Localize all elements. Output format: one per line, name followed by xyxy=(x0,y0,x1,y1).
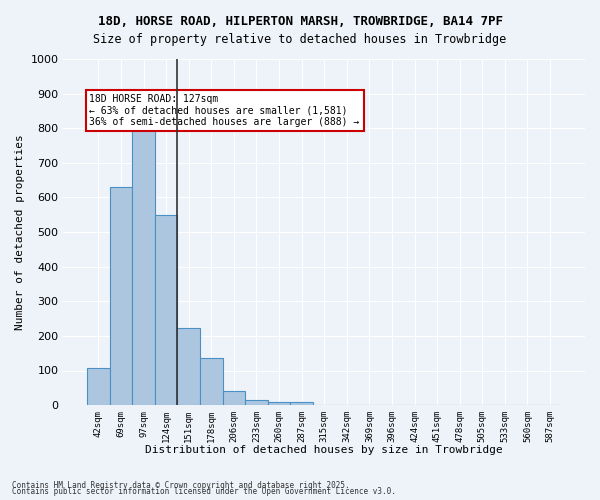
Bar xyxy=(245,400,268,405)
Text: 18D HORSE ROAD: 127sqm
← 63% of detached houses are smaller (1,581)
36% of semi-: 18D HORSE ROAD: 127sqm ← 63% of detached… xyxy=(89,94,360,127)
Bar xyxy=(268,402,290,405)
Bar xyxy=(200,358,223,405)
Text: Contains HM Land Registry data © Crown copyright and database right 2025.: Contains HM Land Registry data © Crown c… xyxy=(12,481,350,490)
Bar xyxy=(87,368,110,405)
Text: 18D, HORSE ROAD, HILPERTON MARSH, TROWBRIDGE, BA14 7PF: 18D, HORSE ROAD, HILPERTON MARSH, TROWBR… xyxy=(97,15,503,28)
Bar xyxy=(110,187,132,405)
Bar xyxy=(178,328,200,405)
Bar xyxy=(290,402,313,405)
Bar xyxy=(155,216,178,405)
X-axis label: Distribution of detached houses by size in Trowbridge: Distribution of detached houses by size … xyxy=(145,445,503,455)
Text: Contains public sector information licensed under the Open Government Licence v3: Contains public sector information licen… xyxy=(12,488,396,496)
Text: Size of property relative to detached houses in Trowbridge: Size of property relative to detached ho… xyxy=(94,32,506,46)
Y-axis label: Number of detached properties: Number of detached properties xyxy=(15,134,25,330)
Bar xyxy=(132,130,155,405)
Bar xyxy=(223,390,245,405)
